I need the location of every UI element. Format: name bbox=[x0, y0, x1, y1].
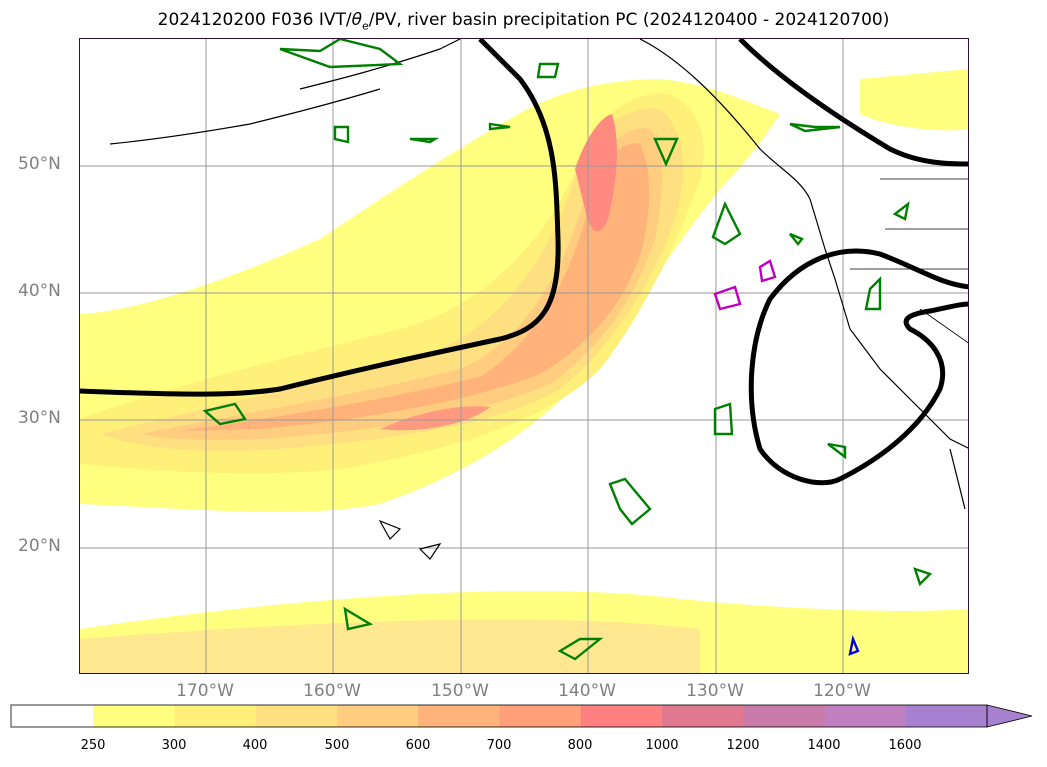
colorbar-tick-300: 300 bbox=[161, 738, 187, 753]
ivt-band-800 bbox=[575, 114, 617, 232]
lat-label-20n: 20°N bbox=[18, 536, 61, 556]
pc-contour-green bbox=[827, 442, 847, 460]
colorbar-swatch bbox=[824, 705, 907, 727]
colorbar-tick-1400: 1400 bbox=[807, 738, 841, 753]
pv-contour-east bbox=[748, 248, 968, 486]
lon-label-130w: 130°W bbox=[686, 681, 744, 701]
lat-label-40n: 40°N bbox=[18, 281, 61, 301]
pc-contour-green bbox=[653, 137, 679, 167]
colorbar-extend-arrow bbox=[986, 704, 1033, 728]
pc-contour-green bbox=[892, 201, 910, 221]
colorbar-swatch bbox=[255, 705, 338, 727]
colorbar-tick-700: 700 bbox=[486, 738, 512, 753]
colorbar-swatch bbox=[418, 705, 501, 727]
colorbar-swatch bbox=[580, 705, 663, 727]
map-panel bbox=[79, 38, 969, 674]
pc-contour-green bbox=[864, 276, 882, 311]
ivt-band-700 bbox=[380, 406, 490, 431]
colorbar-tick-500: 500 bbox=[324, 738, 350, 753]
colorbar-swatch bbox=[906, 705, 988, 727]
pv-contour-main bbox=[80, 39, 561, 397]
pc-contour-green bbox=[488, 122, 511, 131]
pc-contour-green bbox=[789, 232, 804, 246]
pv-contour-north bbox=[738, 39, 968, 167]
colorbar-swatch bbox=[336, 705, 419, 727]
map-canvas bbox=[80, 39, 968, 673]
lon-label-170w: 170°W bbox=[176, 681, 234, 701]
ivt-shading bbox=[80, 69, 968, 673]
ivt-band-600 bbox=[180, 143, 650, 431]
pc-contour-green bbox=[409, 137, 440, 144]
pc-contour-green bbox=[789, 122, 841, 133]
pc-contour-green bbox=[343, 606, 374, 631]
lat-label-30n: 30°N bbox=[18, 408, 61, 428]
ivt-band-300-s bbox=[80, 619, 700, 673]
colorbar-tick-800: 800 bbox=[567, 738, 593, 753]
colorbar-swatches bbox=[11, 705, 988, 727]
colorbar-swatch bbox=[174, 705, 257, 727]
pc-contour-magenta bbox=[713, 285, 742, 311]
lon-label-120w: 120°W bbox=[813, 681, 871, 701]
graticule bbox=[80, 39, 968, 673]
pc-contour-green bbox=[711, 200, 742, 246]
colorbar-tick-1000: 1000 bbox=[645, 738, 679, 753]
pc-contour-green bbox=[333, 125, 350, 144]
colorbar-swatch bbox=[743, 705, 826, 727]
colorbar-tick-600: 600 bbox=[405, 738, 431, 753]
pc-contour-magenta bbox=[758, 259, 777, 283]
precip-contours bbox=[202, 39, 933, 661]
colorbar-tick-400: 400 bbox=[242, 738, 268, 753]
colorbar-tick-1600: 1600 bbox=[888, 738, 922, 753]
lon-label-160w: 160°W bbox=[303, 681, 361, 701]
colorbar-outline bbox=[10, 704, 988, 728]
ivt-band-250-ne bbox=[860, 69, 968, 131]
pc-contour-blue bbox=[848, 634, 860, 656]
colorbar-swatch bbox=[499, 705, 582, 727]
colorbar-swatch bbox=[662, 705, 744, 727]
colorbar-swatch bbox=[11, 705, 93, 727]
colorbar-swatch bbox=[93, 705, 175, 727]
lon-label-140w: 140°W bbox=[558, 681, 616, 701]
pc-contour-green bbox=[536, 62, 560, 79]
pc-contour-green bbox=[913, 567, 933, 587]
pc-contour-green bbox=[279, 39, 404, 69]
colorbar-tick-250: 250 bbox=[80, 738, 106, 753]
pc-contour-green bbox=[202, 402, 247, 426]
pc-contour-green bbox=[608, 477, 652, 526]
theta-e-pv-contours bbox=[80, 39, 968, 486]
colorbar bbox=[10, 704, 1033, 728]
lon-label-150w: 150°W bbox=[431, 681, 489, 701]
pc-contour-green bbox=[713, 402, 734, 436]
pc-contour-green bbox=[557, 637, 604, 661]
colorbar-tick-1200: 1200 bbox=[726, 738, 760, 753]
lat-label-50n: 50°N bbox=[18, 154, 61, 174]
map-title: 2024120200 F036 IVT/θe/PV, river basin p… bbox=[157, 10, 890, 33]
